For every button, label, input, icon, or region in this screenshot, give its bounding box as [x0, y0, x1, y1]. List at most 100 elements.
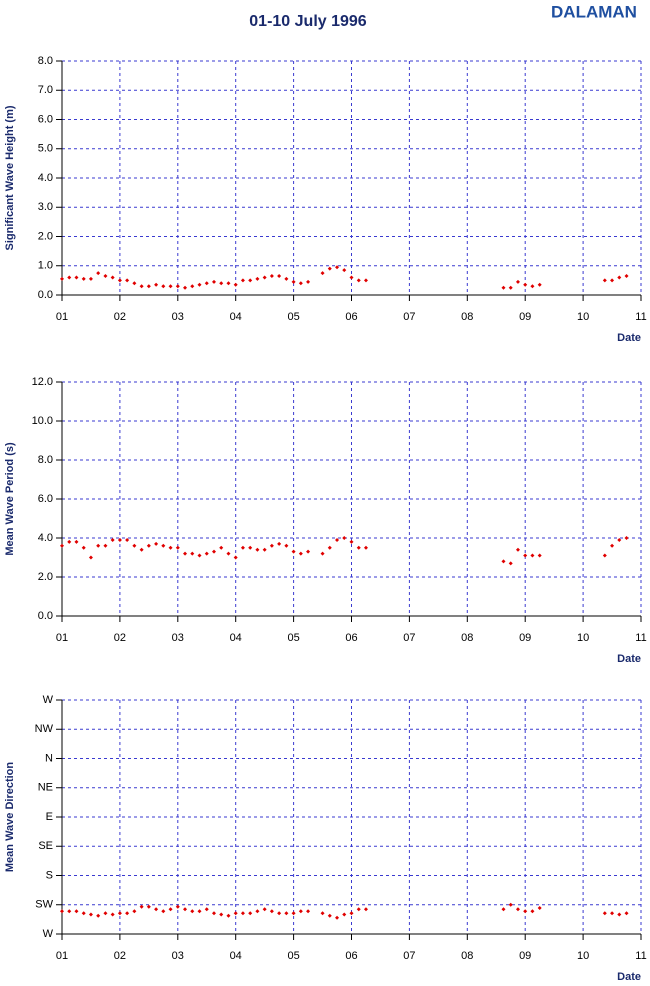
- x-tick-label: 10: [577, 950, 589, 962]
- data-point: [327, 266, 332, 271]
- data-point: [81, 545, 86, 550]
- data-point: [240, 278, 245, 283]
- data-point: [523, 909, 528, 914]
- y-tick-label: W: [43, 694, 54, 706]
- y-tick-label: 10.0: [32, 415, 53, 427]
- x-tick-label: 04: [230, 950, 242, 962]
- data-point: [132, 909, 137, 914]
- data-point: [132, 543, 137, 548]
- data-point: [363, 907, 368, 912]
- data-point: [269, 273, 274, 278]
- x-axis-label: Date: [617, 971, 641, 983]
- data-point: [363, 278, 368, 283]
- data-point: [81, 276, 86, 281]
- data-point: [146, 904, 151, 909]
- y-tick-label: 8.0: [38, 454, 53, 466]
- data-point: [255, 909, 260, 914]
- data-point: [284, 543, 289, 548]
- data-point: [103, 273, 108, 278]
- data-point: [96, 271, 101, 276]
- data-point: [81, 911, 86, 916]
- data-point: [306, 279, 311, 284]
- data-point: [335, 265, 340, 270]
- data-point: [537, 553, 542, 558]
- data-point: [624, 273, 629, 278]
- data-point: [161, 543, 166, 548]
- data-point: [262, 275, 267, 280]
- data-point: [60, 276, 64, 281]
- data-point: [219, 912, 224, 917]
- x-tick-label: 06: [345, 311, 357, 323]
- x-tick-label: 02: [114, 950, 126, 962]
- data-point: [501, 559, 506, 564]
- data-point: [168, 545, 173, 550]
- data-point: [508, 561, 513, 566]
- data-point: [211, 911, 216, 916]
- data-point: [60, 543, 64, 548]
- data-point: [291, 549, 296, 554]
- data-point: [342, 268, 347, 273]
- x-tick-label: 01: [56, 311, 68, 323]
- x-tick-label: 09: [519, 311, 531, 323]
- data-point: [335, 915, 340, 920]
- data-point: [306, 909, 311, 914]
- y-tick-label: SE: [38, 840, 53, 852]
- data-point: [175, 284, 180, 289]
- x-tick-label: 05: [287, 950, 299, 962]
- x-tick-label: 06: [345, 632, 357, 644]
- data-point: [617, 275, 622, 280]
- data-point: [515, 547, 520, 552]
- data-point: [88, 276, 93, 281]
- data-point: [342, 912, 347, 917]
- data-point: [110, 912, 115, 917]
- data-point: [88, 912, 93, 917]
- data-point: [306, 549, 311, 554]
- data-point: [183, 907, 188, 912]
- data-point: [74, 539, 79, 544]
- data-point: [197, 909, 202, 914]
- data-point: [327, 545, 332, 550]
- x-axis-label: Date: [617, 332, 641, 344]
- data-point: [356, 907, 361, 912]
- data-point: [342, 536, 347, 540]
- data-point: [523, 282, 528, 287]
- y-tick-label: N: [45, 752, 53, 764]
- data-point: [146, 284, 151, 289]
- y-tick-label: 4.0: [38, 532, 53, 544]
- y-tick-label: SW: [35, 899, 53, 911]
- data-point: [602, 278, 607, 283]
- x-tick-label: 02: [114, 311, 126, 323]
- x-tick-label: 06: [345, 950, 357, 962]
- data-point: [168, 907, 173, 912]
- data-point: [190, 551, 195, 556]
- x-tick-label: 01: [56, 632, 68, 644]
- data-point: [96, 913, 101, 918]
- data-point: [298, 909, 303, 914]
- data-point: [298, 281, 303, 286]
- y-tick-label: 3.0: [38, 201, 53, 213]
- data-point: [117, 537, 122, 542]
- data-point: [117, 911, 122, 916]
- data-point: [255, 547, 260, 552]
- x-tick-label: 11: [635, 950, 646, 962]
- data-point: [211, 549, 216, 554]
- x-tick-label: 03: [172, 950, 184, 962]
- data-point: [190, 909, 195, 914]
- data-point: [610, 543, 615, 548]
- data-point: [277, 911, 282, 916]
- data-point: [617, 537, 622, 542]
- data-point: [248, 278, 253, 283]
- data-point: [515, 907, 520, 912]
- y-tick-label: 2.0: [38, 230, 53, 242]
- x-tick-label: 08: [461, 632, 473, 644]
- data-point: [211, 279, 216, 284]
- data-point: [523, 553, 528, 558]
- y-tick-label: 6.0: [38, 493, 53, 505]
- data-point: [67, 539, 72, 544]
- data-point: [320, 271, 325, 276]
- y-tick-label: W: [43, 928, 54, 940]
- data-point: [74, 275, 79, 280]
- data-point: [154, 907, 159, 912]
- data-point: [356, 278, 361, 283]
